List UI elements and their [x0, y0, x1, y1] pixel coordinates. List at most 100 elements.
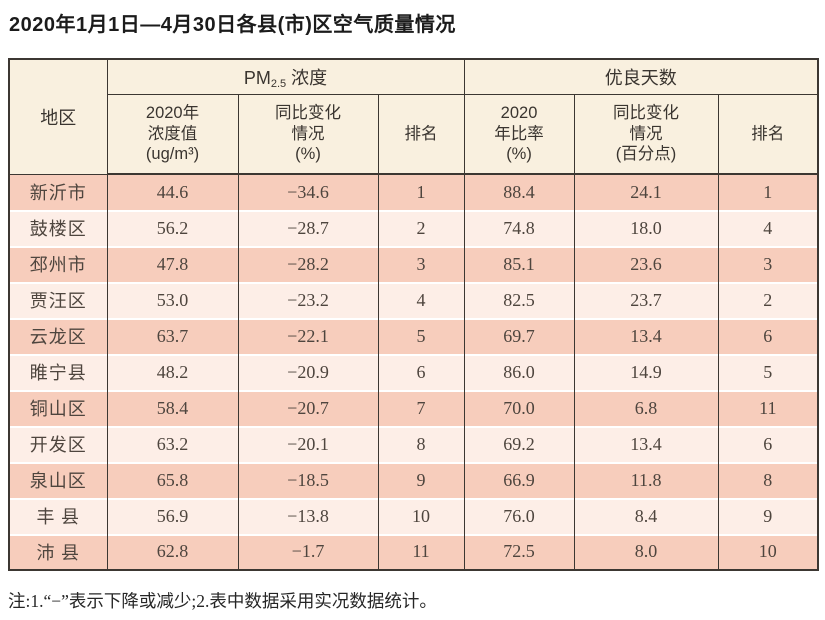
value-cell: 8 — [377, 426, 465, 462]
value-cell: −20.1 — [237, 426, 378, 462]
value-cell: 11 — [717, 390, 819, 426]
value-cell: 3 — [377, 246, 465, 282]
value-cell: 76.0 — [463, 498, 575, 534]
column-group-good-days: 优良天数 — [463, 59, 819, 95]
value-cell: 4 — [377, 282, 465, 318]
table-row: 开发区 63.2 −20.1 8 69.2 13.4 6 — [8, 426, 819, 462]
value-cell: −28.2 — [237, 246, 378, 282]
value-cell: 3 — [717, 246, 819, 282]
value-cell: 48.2 — [106, 354, 238, 390]
value-cell: 53.0 — [106, 282, 238, 318]
region-cell: 新沂市 — [8, 174, 107, 210]
region-cell: 贾汪区 — [8, 282, 107, 318]
value-cell: 66.9 — [463, 462, 575, 498]
table-row: 铜山区 58.4 −20.7 7 70.0 6.8 11 — [8, 390, 819, 426]
value-cell: 65.8 — [106, 462, 238, 498]
region-cell: 睢宁县 — [8, 354, 107, 390]
value-cell: 82.5 — [463, 282, 575, 318]
table-footnote: 注:1.“−”表示下降或减少;2.表中数据采用实况数据统计。 — [8, 591, 437, 611]
column-header-region: 地区 — [8, 59, 107, 175]
page-title: 2020年1月1日—4月30日各县(市)区空气质量情况 — [9, 14, 456, 36]
value-cell: 6.8 — [573, 390, 719, 426]
value-cell: 85.1 — [463, 246, 575, 282]
column-header-good-rank: 排名 — [717, 94, 819, 175]
pm25-label-subscript: 2.5 — [270, 77, 287, 90]
value-cell: 6 — [717, 318, 819, 354]
value-cell: 72.5 — [463, 534, 575, 570]
value-cell: 14.9 — [573, 354, 719, 390]
region-cell: 泉山区 — [8, 462, 107, 498]
table-row: 新沂市 44.6 −34.6 1 88.4 24.1 1 — [8, 174, 819, 210]
value-cell: 11.8 — [573, 462, 719, 498]
value-cell: 69.7 — [463, 318, 575, 354]
value-cell: 7 — [377, 390, 465, 426]
value-cell: 74.8 — [463, 210, 575, 246]
value-cell: 9 — [717, 498, 819, 534]
value-cell: 63.2 — [106, 426, 238, 462]
value-cell: −20.9 — [237, 354, 378, 390]
value-cell: 62.8 — [106, 534, 238, 570]
value-cell: −13.8 — [237, 498, 378, 534]
table-row: 云龙区 63.7 −22.1 5 69.7 13.4 6 — [8, 318, 819, 354]
value-cell: −23.2 — [237, 282, 378, 318]
value-cell: 10 — [717, 534, 819, 570]
table-row: 泉山区 65.8 −18.5 9 66.9 11.8 8 — [8, 462, 819, 498]
value-cell: 2 — [377, 210, 465, 246]
region-cell: 鼓楼区 — [8, 210, 107, 246]
table-header: 地区 PM2.5 浓度 优良天数 2020年 浓度值 (ug/m³) 同比变化 … — [8, 59, 819, 175]
value-cell: 8 — [717, 462, 819, 498]
value-cell: 2 — [717, 282, 819, 318]
value-cell: 8.0 — [573, 534, 719, 570]
header-sub-row: 2020年 浓度值 (ug/m³) 同比变化 情况 (%) 排名 2020 年比… — [9, 94, 819, 175]
value-cell: 44.6 — [106, 174, 238, 210]
pm25-label-suffix: 浓度 — [286, 67, 328, 88]
value-cell: 88.4 — [463, 174, 575, 210]
column-header-good-ratio: 2020 年比率 (%) — [463, 94, 575, 175]
value-cell: 5 — [717, 354, 819, 390]
table-row: 邳州市 47.8 −28.2 3 85.1 23.6 3 — [8, 246, 819, 282]
value-cell: 6 — [717, 426, 819, 462]
value-cell: 18.0 — [573, 210, 719, 246]
header-group-row: 地区 PM2.5 浓度 优良天数 — [8, 59, 819, 175]
column-header-pm-rank: 排名 — [377, 94, 465, 175]
value-cell: 9 — [377, 462, 465, 498]
value-cell: 1 — [377, 174, 465, 210]
value-cell: 8.4 — [573, 498, 719, 534]
value-cell: 1 — [717, 174, 819, 210]
region-cell: 丰 县 — [8, 498, 107, 534]
table-row: 丰 县 56.9 −13.8 10 76.0 8.4 9 — [8, 498, 819, 534]
value-cell: 70.0 — [463, 390, 575, 426]
column-header-pm-value: 2020年 浓度值 (ug/m³) — [106, 94, 238, 175]
value-cell: 69.2 — [463, 426, 575, 462]
pm25-label-prefix: PM — [243, 67, 271, 88]
value-cell: 56.2 — [106, 210, 238, 246]
table-row: 贾汪区 53.0 −23.2 4 82.5 23.7 2 — [8, 282, 819, 318]
column-group-pm25: PM2.5 浓度 — [106, 59, 465, 95]
value-cell: 13.4 — [573, 318, 719, 354]
region-cell: 铜山区 — [8, 390, 107, 426]
table-body: 新沂市 44.6 −34.6 1 88.4 24.1 1 鼓楼区 56.2 −28.7 2 74.8 1… — [8, 174, 819, 570]
value-cell: 23.6 — [573, 246, 719, 282]
value-cell: 56.9 — [106, 498, 238, 534]
column-header-good-change: 同比变化 情况 (百分点) — [573, 94, 719, 175]
column-header-pm-change: 同比变化 情况 (%) — [237, 94, 378, 175]
region-cell: 云龙区 — [8, 318, 107, 354]
value-cell: 24.1 — [573, 174, 719, 210]
value-cell: 6 — [377, 354, 465, 390]
value-cell: 5 — [377, 318, 465, 354]
value-cell: 13.4 — [573, 426, 719, 462]
region-cell: 邳州市 — [8, 246, 107, 282]
value-cell: −18.5 — [237, 462, 378, 498]
value-cell: 86.0 — [463, 354, 575, 390]
value-cell: 47.8 — [106, 246, 238, 282]
value-cell: 63.7 — [106, 318, 238, 354]
value-cell: −22.1 — [237, 318, 378, 354]
table-row: 沛 县 62.8 −1.7 11 72.5 8.0 10 — [8, 534, 819, 570]
region-cell: 沛 县 — [8, 534, 107, 570]
value-cell: −1.7 — [237, 534, 378, 570]
table-row: 鼓楼区 56.2 −28.7 2 74.8 18.0 4 — [8, 210, 819, 246]
value-cell: −20.7 — [237, 390, 378, 426]
value-cell: 11 — [377, 534, 465, 570]
table-row: 睢宁县 48.2 −20.9 6 86.0 14.9 5 — [8, 354, 819, 390]
